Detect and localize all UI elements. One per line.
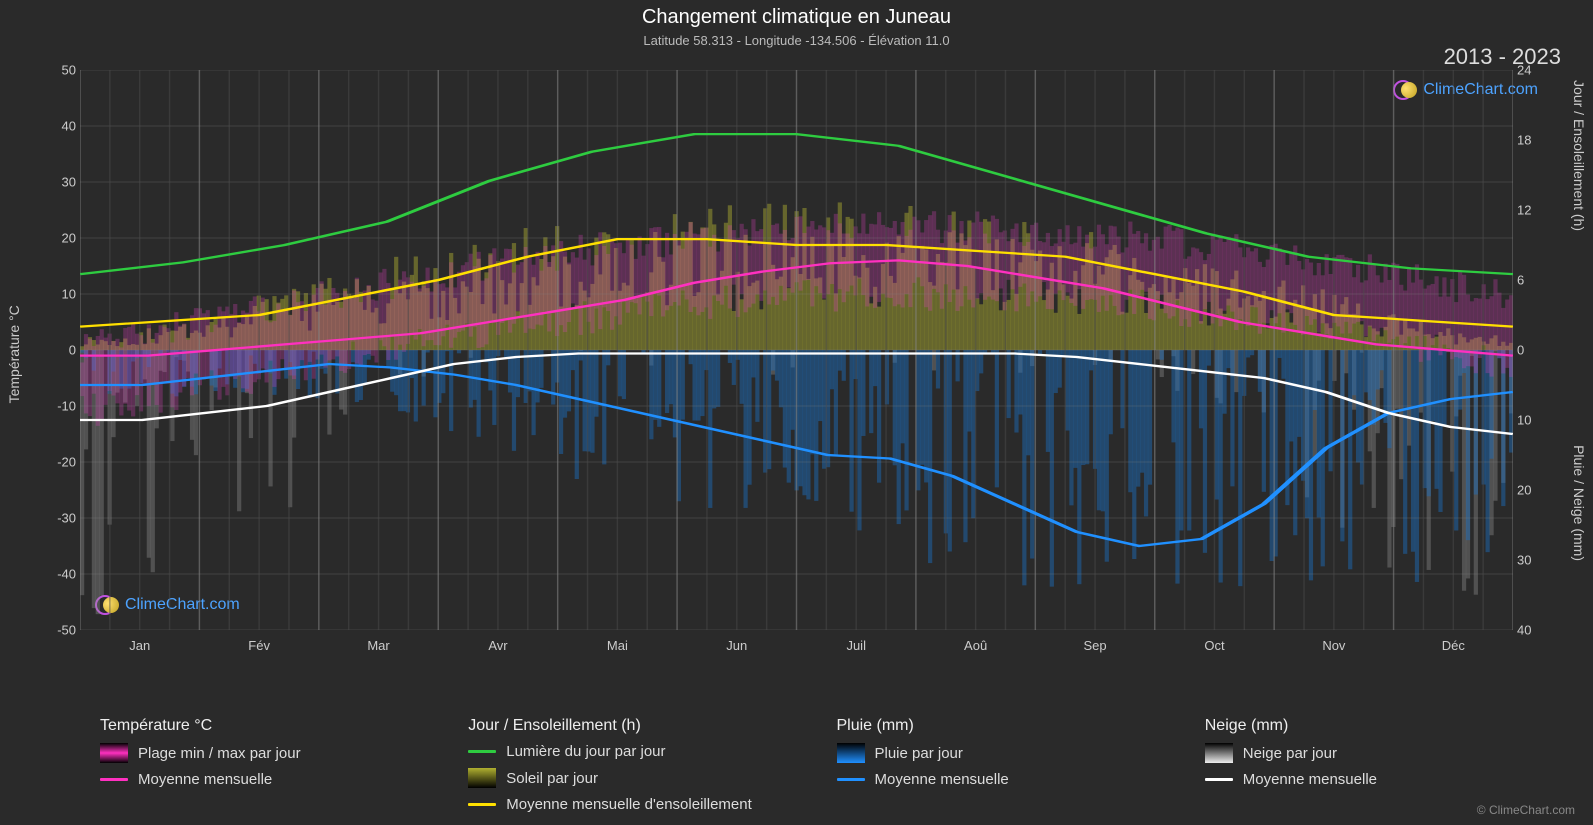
y-tick-left: -40 [48,567,76,582]
legend-label: Moyenne mensuelle [875,771,1009,788]
legend-item-rain-avg: Moyenne mensuelle [837,771,1185,788]
legend-label: Plage min / max par jour [138,745,301,762]
chart-title: Changement climatique en Juneau [0,0,1593,29]
yellow-line-icon [468,803,496,806]
x-tick: Oct [1204,638,1224,653]
green-line-icon [468,750,496,753]
x-tick: Déc [1442,638,1465,653]
chart-subtitle: Latitude 58.313 - Longitude -134.506 - É… [0,29,1593,48]
legend-label: Moyenne mensuelle d'ensoleillement [506,796,752,813]
x-tick: Juil [846,638,866,653]
magenta-gradient-icon [100,743,128,763]
y-tick-left: 0 [48,343,76,358]
legend-item-rain-day: Pluie par jour [837,743,1185,763]
legend-col-rain: Pluie (mm) Pluie par jour Moyenne mensue… [837,717,1185,813]
x-tick: Avr [488,638,507,653]
white-line-icon [1205,778,1233,781]
y-axis-right-top-label: Jour / Ensoleillement (h) [1571,80,1587,231]
y-tick-right: 18 [1517,133,1545,148]
x-tick: Jan [129,638,150,653]
x-tick: Jun [726,638,747,653]
y-tick-right: 30 [1517,553,1545,568]
y-tick-left: -50 [48,623,76,638]
legend-col-snow: Neige (mm) Neige par jour Moyenne mensue… [1205,717,1553,813]
legend-head-rain: Pluie (mm) [837,717,1185,735]
y-tick-left: 10 [48,287,76,302]
y-tick-right: 6 [1517,273,1545,288]
y-tick-left: -20 [48,455,76,470]
legend-label: Neige par jour [1243,745,1337,762]
legend-label: Lumière du jour par jour [506,743,665,760]
olive-gradient-icon [468,768,496,788]
legend-head-day: Jour / Ensoleillement (h) [468,717,816,735]
legend-label: Moyenne mensuelle [138,771,272,788]
legend-head-snow: Neige (mm) [1205,717,1553,735]
x-tick: Mai [607,638,628,653]
x-tick: Nov [1322,638,1345,653]
y-tick-left: -30 [48,511,76,526]
y-tick-right: 12 [1517,203,1545,218]
climate-chart: Changement climatique en Juneau Latitude… [0,0,1593,825]
y-tick-right: 24 [1517,63,1545,78]
x-tick: Sep [1083,638,1106,653]
legend-item-sunavg: Moyenne mensuelle d'ensoleillement [468,796,816,813]
y-tick-left: 40 [48,119,76,134]
y-tick-right: 20 [1517,483,1545,498]
x-tick: Aoû [964,638,987,653]
magenta-line-icon [100,778,128,781]
legend: Température °C Plage min / max par jour … [100,717,1553,813]
lines-layer [80,70,1513,630]
legend-item-snow-day: Neige par jour [1205,743,1553,763]
legend-label: Pluie par jour [875,745,963,762]
y-tick-left: -10 [48,399,76,414]
legend-item-sun: Soleil par jour [468,768,816,788]
blue-line-icon [837,778,865,781]
y-tick-left: 50 [48,63,76,78]
y-tick-left: 30 [48,175,76,190]
x-tick: Fév [248,638,270,653]
y-axis-right-bot-label: Pluie / Neige (mm) [1571,445,1587,561]
y-tick-right: 40 [1517,623,1545,638]
legend-item-daylight: Lumière du jour par jour [468,743,816,760]
legend-item-snow-avg: Moyenne mensuelle [1205,771,1553,788]
copyright: © ClimeChart.com [1477,803,1575,817]
y-tick-right: 0 [1517,343,1545,358]
y-tick-right: 10 [1517,413,1545,428]
legend-head-temp: Température °C [100,717,448,735]
legend-item-temp-avg: Moyenne mensuelle [100,771,448,788]
legend-label: Moyenne mensuelle [1243,771,1377,788]
blue-gradient-icon [837,743,865,763]
y-tick-left: 20 [48,231,76,246]
x-tick: Mar [367,638,389,653]
plot-area [80,70,1513,630]
grey-gradient-icon [1205,743,1233,763]
legend-col-day: Jour / Ensoleillement (h) Lumière du jou… [468,717,816,813]
y-axis-left-label: Température °C [6,305,22,403]
legend-col-temp: Température °C Plage min / max par jour … [100,717,448,813]
legend-label: Soleil par jour [506,770,598,787]
legend-item-temp-range: Plage min / max par jour [100,743,448,763]
